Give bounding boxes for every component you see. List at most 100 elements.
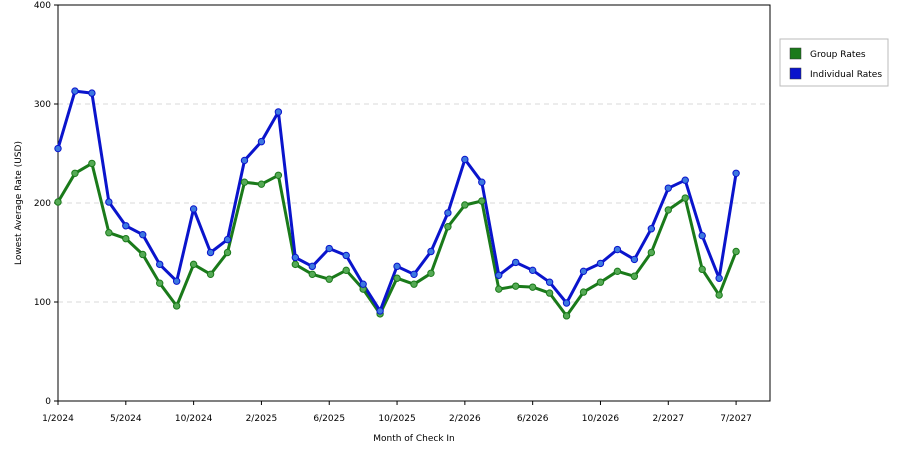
data-point-individual-rates <box>596 259 605 268</box>
legend-swatch <box>789 47 802 60</box>
data-point-group-rates <box>291 260 300 269</box>
data-point-group-rates <box>495 285 503 293</box>
data-point-group-rates <box>325 275 333 283</box>
x-tick-label: 2/2025 <box>246 414 278 424</box>
data-point-individual-rates <box>630 255 639 264</box>
data-point-individual-rates <box>528 266 537 275</box>
data-point-individual-rates <box>647 225 656 233</box>
data-point-individual-rates <box>291 253 300 262</box>
y-axis-title: Lowest Average Rate (USD) <box>14 141 24 265</box>
series-layer <box>54 87 740 320</box>
x-tick-label: 10/2025 <box>378 414 415 424</box>
data-point-individual-rates <box>206 248 215 257</box>
data-point-group-rates <box>122 234 130 243</box>
y-axis: 0 100 200 300 400 <box>34 1 58 407</box>
data-point-group-rates <box>139 250 147 259</box>
data-point-individual-rates <box>715 274 723 282</box>
data-point-group-rates <box>223 248 232 257</box>
data-point-individual-rates <box>478 178 486 186</box>
data-point-individual-rates <box>122 222 130 230</box>
data-point-individual-rates <box>562 299 571 307</box>
data-point-group-rates <box>342 266 350 275</box>
data-point-group-rates <box>461 201 469 209</box>
legend-label: Individual Rates <box>810 70 882 80</box>
y-tick-label: 200 <box>34 199 51 209</box>
data-point-individual-rates <box>681 176 689 184</box>
data-point-group-rates <box>206 270 215 278</box>
data-point-group-rates <box>308 270 316 278</box>
x-tick-label: 6/2025 <box>313 414 345 424</box>
series-line-group-rates <box>56 161 738 318</box>
data-point-individual-rates <box>359 280 367 288</box>
data-point-group-rates <box>613 267 622 276</box>
data-point-individual-rates <box>325 244 333 253</box>
data-point-group-rates <box>427 269 435 277</box>
data-point-group-rates <box>172 302 181 310</box>
data-point-individual-rates <box>495 271 503 279</box>
data-point-group-rates <box>71 169 79 178</box>
data-point-individual-rates <box>308 262 316 271</box>
data-point-group-rates <box>257 180 266 188</box>
data-point-individual-rates <box>139 230 147 239</box>
x-tick-label: 2/2026 <box>449 414 481 424</box>
x-tick-label: 2/2027 <box>652 414 684 424</box>
data-point-group-rates <box>647 248 656 257</box>
data-point-individual-rates <box>240 156 249 165</box>
data-point-individual-rates <box>393 262 401 271</box>
data-point-group-rates <box>240 178 249 186</box>
x-tick-label: 5/2024 <box>110 414 142 424</box>
y-tick-label: 300 <box>34 100 51 110</box>
x-tick-label: 7/2027 <box>720 414 752 424</box>
data-point-individual-rates <box>156 260 164 269</box>
data-point-group-rates <box>410 280 418 288</box>
data-point-group-rates <box>478 197 486 205</box>
data-point-group-rates <box>528 283 537 291</box>
data-point-group-rates <box>698 265 706 274</box>
data-point-group-rates <box>596 278 605 286</box>
x-tick-label: 6/2026 <box>517 414 549 424</box>
data-point-group-rates <box>512 282 520 290</box>
data-point-individual-rates <box>732 169 740 178</box>
data-point-individual-rates <box>223 235 232 244</box>
data-point-group-rates <box>444 223 452 231</box>
data-point-individual-rates <box>71 87 79 95</box>
data-point-group-rates <box>545 289 554 297</box>
data-point-individual-rates <box>189 205 198 213</box>
data-point-group-rates <box>562 312 571 320</box>
data-point-group-rates <box>579 288 588 296</box>
data-point-group-rates <box>274 171 283 179</box>
legend-label: Group Rates <box>810 50 866 60</box>
x-axis: 1/2024 5/2024 10/2024 2/2025 6/2025 10/2025 2/… <box>42 401 752 424</box>
data-point-individual-rates <box>444 209 452 217</box>
y-tick-label: 400 <box>34 1 51 11</box>
grid-lines <box>58 103 770 303</box>
x-tick-label: 1/2024 <box>42 414 74 424</box>
data-point-group-rates <box>715 291 723 299</box>
data-point-individual-rates <box>461 155 469 164</box>
legend: Group Rates Individual Rates <box>779 38 889 87</box>
data-point-individual-rates <box>545 278 554 286</box>
data-point-individual-rates <box>410 270 418 278</box>
data-point-individual-rates <box>172 277 181 285</box>
data-point-individual-rates <box>342 251 350 260</box>
y-tick-label: 0 <box>45 397 51 407</box>
data-point-individual-rates <box>613 245 622 254</box>
data-point-individual-rates <box>257 137 266 146</box>
data-point-group-rates <box>630 272 639 280</box>
data-point-group-rates <box>105 229 113 237</box>
legend-swatch <box>789 67 802 80</box>
data-point-group-rates <box>393 274 401 282</box>
data-point-individual-rates <box>88 89 96 97</box>
x-tick-label: 10/2024 <box>175 414 213 424</box>
data-point-individual-rates <box>427 247 435 256</box>
data-point-group-rates <box>88 159 96 168</box>
data-point-group-rates <box>189 260 198 269</box>
x-tick-label: 10/2026 <box>582 414 620 424</box>
data-point-group-rates <box>664 206 672 214</box>
data-point-group-rates <box>732 247 740 256</box>
data-point-group-rates <box>156 279 164 287</box>
x-axis-title: Month of Check In <box>373 434 455 444</box>
data-point-individual-rates <box>698 231 706 240</box>
data-point-individual-rates <box>664 184 672 192</box>
